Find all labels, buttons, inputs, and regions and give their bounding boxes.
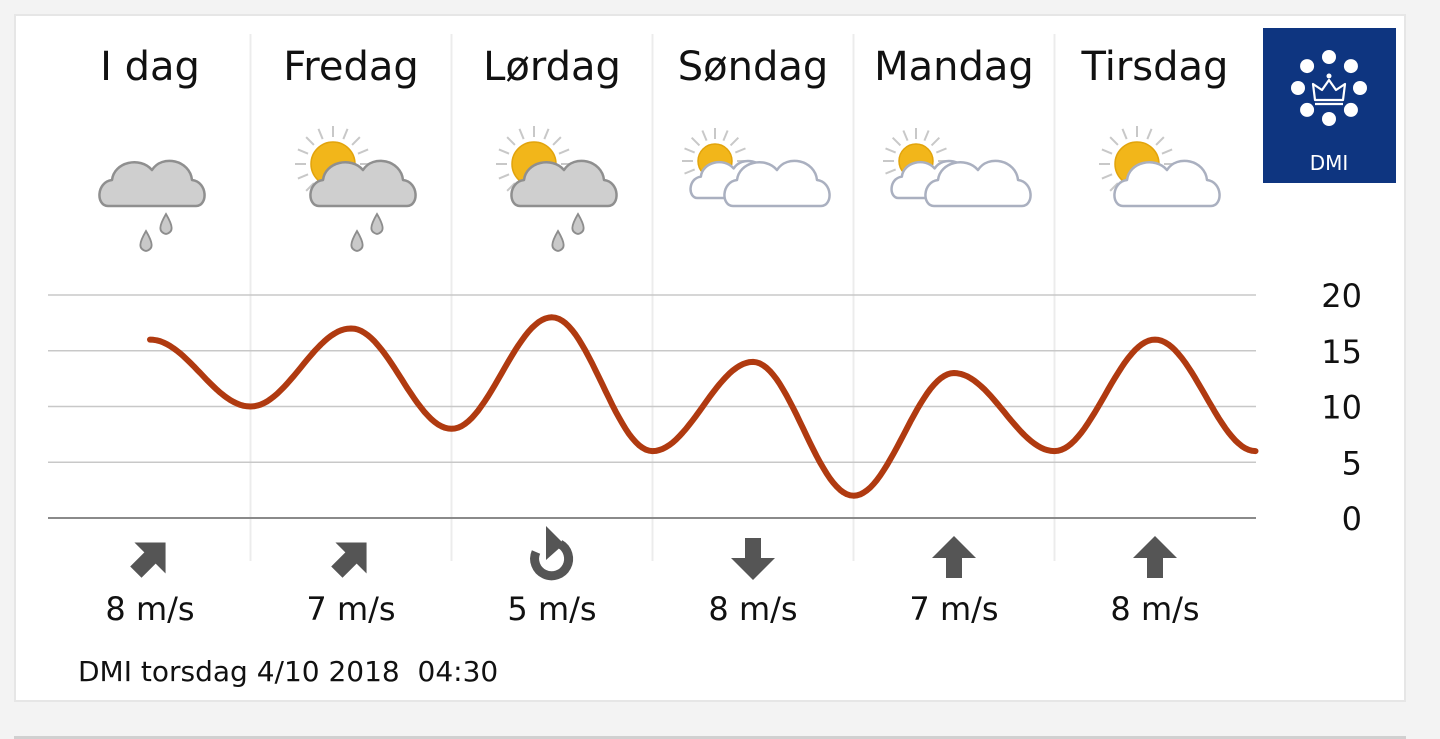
day-dividers [249, 34, 1056, 561]
day-name: Mandag [874, 44, 1034, 90]
divider [14, 736, 1406, 739]
data-point [149, 339, 151, 341]
data-point [1054, 450, 1055, 452]
sun-cloud-rain-icon [295, 126, 417, 252]
day-name: Fredag [283, 44, 419, 90]
data-point [652, 450, 653, 452]
data-point [250, 406, 251, 407]
y-tick-label: 10 [1321, 389, 1362, 427]
data-point [752, 361, 754, 363]
sun-cloud-rain-icon [496, 126, 618, 252]
chart-grid [48, 294, 1256, 519]
crown-icon [1311, 78, 1347, 102]
cloud-rain-icon [98, 159, 206, 252]
sun-clouds-icon [883, 128, 1032, 208]
day-names: I dag Fredag Lørdag Søndag Mandag Tirsdag [100, 44, 1228, 90]
forecast-chart: I dag Fredag Lørdag Søndag Mandag Tirsdag 0 5 1… [48, 28, 1396, 628]
weather-icons [98, 126, 1221, 252]
wind-speed: 7 m/s [306, 590, 395, 628]
rotate-clockwise-icon [530, 526, 574, 581]
wind-speed: 8 m/s [708, 590, 797, 628]
wind-speed: 8 m/s [1110, 590, 1199, 628]
data-point [451, 428, 452, 430]
data-point [1154, 339, 1156, 341]
y-tick-label: 0 [1342, 500, 1362, 538]
temperature-series [147, 314, 1259, 499]
data-point [853, 495, 854, 497]
y-tick-label: 15 [1321, 333, 1362, 371]
arrow-down-icon [731, 538, 775, 580]
day-name: Tirsdag [1081, 44, 1229, 90]
arrow-up-icon [1133, 536, 1177, 578]
arrow-northeast-icon [130, 542, 166, 578]
wind-row: 8 m/s 7 m/s 5 m/s 8 m/s 7 m/s 8 m/s [105, 526, 1200, 628]
dmi-logo: DMI [1263, 28, 1396, 183]
data-point [1255, 450, 1256, 452]
data-point [551, 316, 553, 318]
data-point [350, 327, 352, 329]
temperature-line [147, 314, 1259, 499]
day-name: Søndag [678, 44, 829, 90]
y-axis-ticks: 0 5 10 15 20 [1321, 277, 1362, 538]
arrow-northeast-icon [331, 542, 367, 578]
dmi-logo-text: DMI [1310, 151, 1349, 175]
forecast-widget: I dag Fredag Lørdag Søndag Mandag Tirsdag 0 5 1… [14, 14, 1406, 702]
sun-cloud-icon [1099, 126, 1221, 208]
wind-speed: 7 m/s [909, 590, 998, 628]
arrow-up-icon [932, 536, 976, 578]
wind-speed: 8 m/s [105, 590, 194, 628]
data-point [953, 372, 955, 374]
update-timestamp: DMI torsdag 4/10 2018 04:30 [78, 655, 499, 688]
day-name: Lørdag [483, 44, 621, 90]
sun-clouds-icon [682, 128, 831, 208]
y-tick-label: 5 [1342, 444, 1362, 482]
y-tick-label: 20 [1321, 277, 1362, 315]
day-name: I dag [100, 44, 200, 90]
wind-speed: 5 m/s [507, 590, 596, 628]
